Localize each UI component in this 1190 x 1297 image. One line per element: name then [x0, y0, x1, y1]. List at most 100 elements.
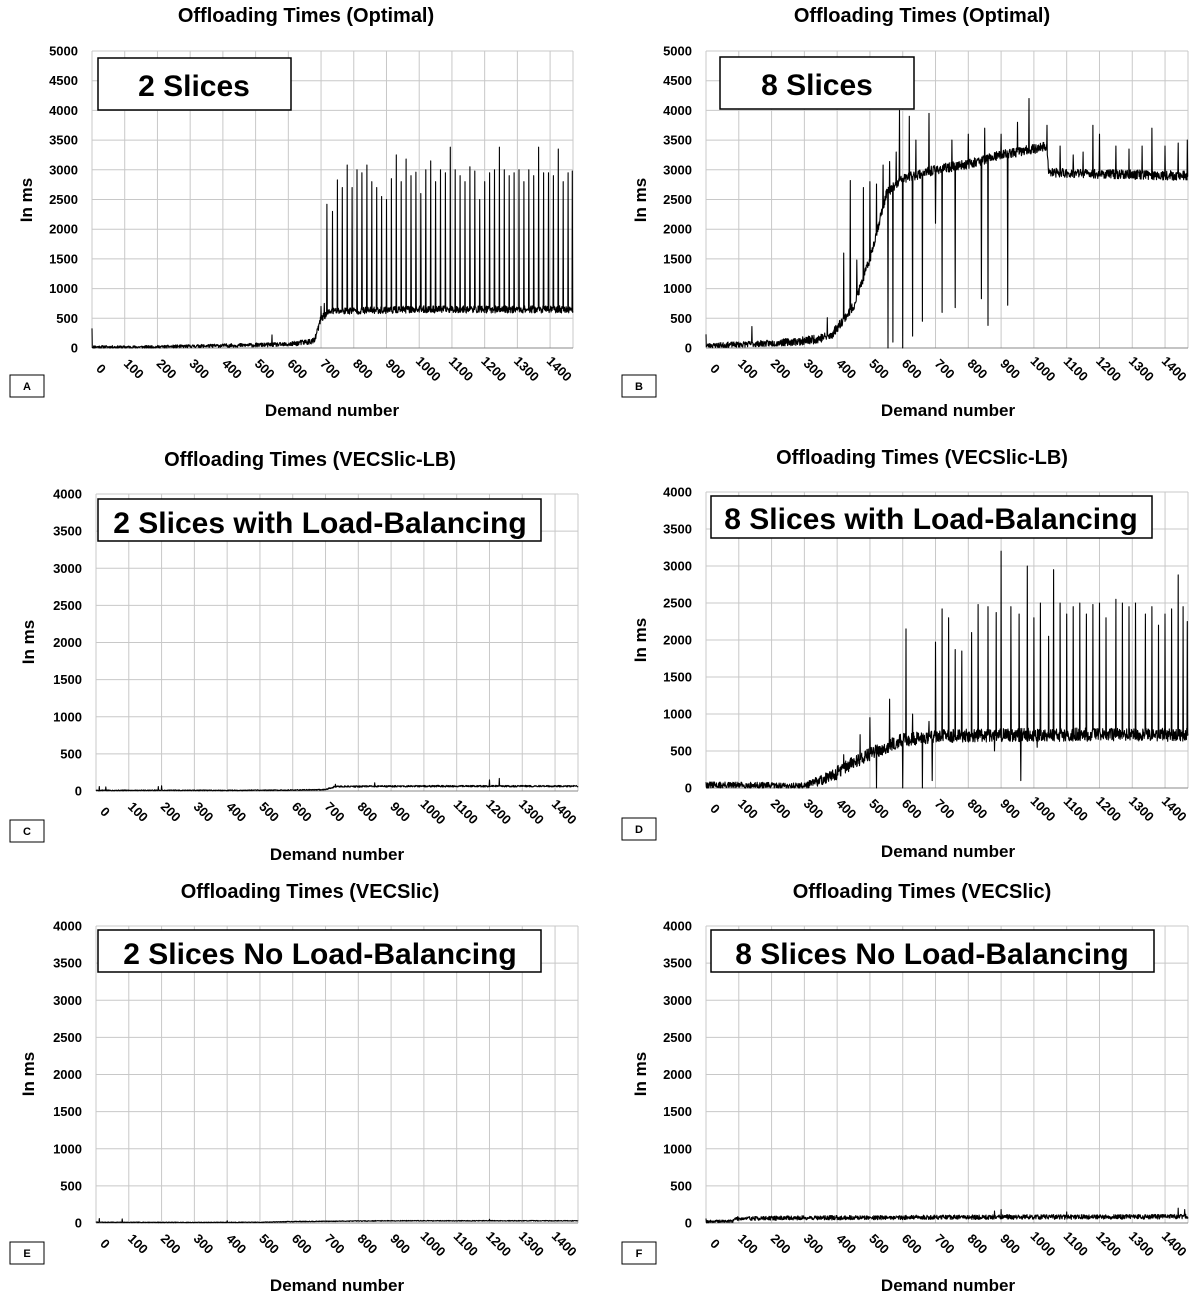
y-tick-label: 1500 [663, 251, 692, 266]
annotation-text: 8 Slices with Load-Balancing [724, 503, 1137, 536]
annotation-box [97, 929, 542, 973]
panel-letter-box [621, 817, 657, 841]
x-tick-label: 1100 [1061, 794, 1092, 825]
x-tick-label: 600 [285, 356, 311, 382]
x-tick-label: 600 [899, 796, 925, 822]
x-tick-label: 400 [223, 1231, 249, 1257]
y-tick-label: 1000 [663, 281, 692, 296]
y-tick-label: 4000 [53, 487, 82, 502]
y-tick-label: 500 [56, 311, 78, 326]
chart-title: Offloading Times (VECSlic-LB) [164, 449, 456, 471]
y-tick-label: 1500 [53, 1104, 82, 1119]
x-tick-label: 1300 [1126, 793, 1157, 824]
y-tick-label: 2000 [53, 1067, 82, 1082]
y-tick-label: 0 [685, 781, 692, 796]
x-tick-label: 1200 [478, 353, 509, 384]
chart-panel-d: Offloading Times (VECSlic-LB)05001000150… [621, 447, 1190, 861]
x-tick-label: 200 [154, 356, 180, 382]
x-tick-label: 0 [97, 804, 113, 820]
x-tick-label: 1100 [1061, 1229, 1092, 1260]
x-tick-label: 600 [899, 356, 925, 382]
y-tick-label: 3500 [663, 133, 692, 148]
x-tick-label: 0 [97, 1236, 113, 1252]
y-tick-label: 3000 [663, 559, 692, 574]
x-tick-label: 700 [932, 1231, 958, 1257]
y-tick-label: 0 [75, 1216, 82, 1231]
x-tick-label: 1100 [446, 354, 477, 385]
y-tick-label: 4500 [663, 73, 692, 88]
x-tick-label: 1100 [1061, 354, 1092, 385]
x-tick-label: 400 [833, 1231, 859, 1257]
x-tick-label: 1400 [544, 353, 575, 384]
y-tick-label: 4000 [53, 919, 82, 934]
x-axis-title: Demand number [881, 401, 1016, 420]
y-tick-label: 3000 [53, 993, 82, 1008]
panel-letter-box [9, 819, 45, 843]
x-tick-label: 300 [801, 1231, 827, 1257]
chart-title: Offloading Times (Optimal) [794, 5, 1050, 27]
y-tick-label: 3500 [53, 524, 82, 539]
y-tick-label: 3500 [663, 956, 692, 971]
y-tick-label: 1500 [663, 1104, 692, 1119]
x-tick-label: 1100 [451, 797, 482, 828]
x-tick-label: 900 [387, 1231, 413, 1257]
x-axis-title: Demand number [270, 1276, 405, 1295]
y-tick-label: 500 [60, 1178, 82, 1193]
x-tick-label: 1300 [1126, 353, 1157, 384]
x-tick-label: 300 [801, 356, 827, 382]
y-tick-label: 1000 [53, 709, 82, 724]
x-tick-label: 900 [997, 796, 1023, 822]
x-tick-label: 500 [252, 356, 278, 382]
annotation-text: 8 Slices No Load-Balancing [735, 938, 1128, 971]
y-tick-label: 3500 [49, 133, 78, 148]
y-tick-label: 0 [75, 784, 82, 799]
x-tick-label: 1200 [1093, 1228, 1124, 1259]
panel-letter-box [621, 374, 657, 398]
x-tick-label: 700 [317, 356, 343, 382]
y-tick-label: 3000 [663, 993, 692, 1008]
x-tick-label: 400 [833, 796, 859, 822]
x-tick-label: 500 [866, 1231, 892, 1257]
gridlines [91, 50, 574, 349]
x-tick-label: 100 [125, 799, 151, 825]
panel-letter: D [635, 824, 643, 836]
x-tick-label: 600 [289, 799, 315, 825]
y-tick-label: 3000 [663, 162, 692, 177]
gridlines [705, 925, 1189, 1224]
x-tick-label: 500 [256, 799, 282, 825]
x-tick-label: 1200 [483, 1228, 514, 1259]
annotation-text: 2 Slices [138, 70, 250, 103]
y-tick-label: 2500 [53, 1030, 82, 1045]
x-tick-label: 1000 [418, 796, 449, 827]
x-tick-label: 800 [965, 796, 991, 822]
x-tick-label: 1100 [451, 1229, 482, 1260]
y-tick-label: 4000 [49, 103, 78, 118]
chart-panel-e: Offloading Times (VECSlic)05001000150020… [9, 881, 580, 1295]
x-tick-label: 0 [707, 1236, 723, 1252]
y-tick-label: 2500 [49, 192, 78, 207]
y-axis-title: In ms [19, 620, 38, 664]
y-tick-label: 1000 [49, 281, 78, 296]
annotation-box [97, 57, 292, 111]
y-axis-title: In ms [631, 1052, 650, 1096]
y-tick-label: 2000 [49, 222, 78, 237]
y-tick-label: 3500 [663, 522, 692, 537]
series-line [95, 1217, 579, 1224]
y-tick-label: 1000 [663, 1141, 692, 1156]
x-tick-label: 400 [833, 356, 859, 382]
panel-letter: E [23, 1248, 30, 1260]
y-tick-label: 1500 [663, 670, 692, 685]
x-tick-label: 300 [191, 799, 217, 825]
x-tick-label: 1000 [1028, 793, 1059, 824]
x-tick-label: 700 [932, 796, 958, 822]
panel-letter-box [9, 1241, 45, 1265]
x-tick-label: 600 [289, 1231, 315, 1257]
x-tick-label: 700 [932, 356, 958, 382]
y-tick-label: 4500 [49, 73, 78, 88]
x-tick-label: 1000 [1028, 1228, 1059, 1259]
x-tick-label: 300 [191, 1231, 217, 1257]
x-axis-title: Demand number [881, 842, 1016, 861]
y-tick-label: 1000 [663, 707, 692, 722]
y-tick-label: 1500 [53, 672, 82, 687]
x-tick-label: 500 [866, 356, 892, 382]
